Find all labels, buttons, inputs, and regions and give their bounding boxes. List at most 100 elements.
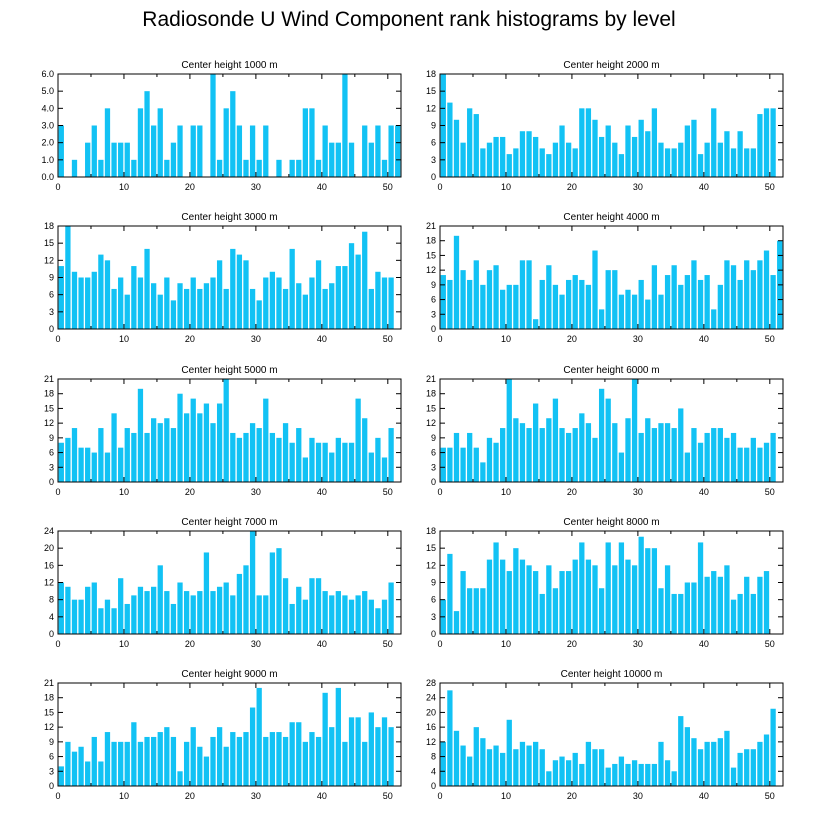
y-tick-label: 3 (49, 462, 54, 472)
histogram-bar (678, 593, 684, 634)
histogram-bar (612, 763, 618, 786)
histogram-bar (85, 586, 91, 634)
histogram-panel-5: Center height 5000 m 0 10 20 30 40 50 0 3 6 9 12 15 1… (44, 365, 402, 497)
histogram-bar (605, 767, 611, 786)
histogram-bar (585, 284, 592, 329)
histogram-bar (210, 74, 216, 177)
x-tick-label: 0 (437, 182, 442, 192)
histogram-bar (216, 159, 223, 177)
histogram-bar (210, 591, 216, 634)
y-tick-label: 12 (426, 103, 436, 113)
y-tick-label: 6 (431, 138, 436, 148)
histogram-bar (730, 599, 737, 634)
histogram-bar (58, 125, 64, 177)
y-tick-label: 9 (431, 121, 436, 131)
histogram-bar (480, 588, 486, 634)
y-tick-label: 21 (426, 221, 436, 231)
x-tick-label: 20 (567, 487, 577, 497)
histogram-bar (348, 442, 355, 482)
histogram-bar (91, 125, 97, 177)
y-tick-label: 3 (49, 766, 54, 776)
x-tick-label: 20 (185, 639, 195, 649)
histogram-bar (309, 732, 315, 786)
histogram-bar (151, 586, 157, 634)
plot-frame (57, 378, 402, 483)
histogram-bar (236, 437, 243, 482)
histogram-bar (190, 595, 196, 635)
histogram-bar (190, 398, 196, 482)
histogram-bar (473, 727, 479, 786)
histogram-bar (78, 599, 84, 634)
histogram-bar (506, 154, 512, 177)
histogram-bar (447, 102, 453, 177)
histogram-bar (539, 279, 545, 329)
histogram-bar (263, 398, 269, 482)
histogram-bar (638, 119, 644, 177)
histogram-bar (440, 275, 446, 329)
histogram-bar (249, 707, 256, 786)
histogram-bar (757, 447, 763, 482)
histogram-bar (618, 154, 625, 177)
histogram-bar (585, 108, 592, 177)
histogram-bar (500, 559, 506, 634)
histogram-bar (269, 732, 276, 786)
histogram-bar (711, 428, 717, 482)
histogram-bar (263, 277, 269, 329)
histogram-bar (697, 279, 704, 329)
histogram-bar (177, 283, 183, 329)
histogram-bar (98, 761, 104, 786)
x-tick-label: 40 (317, 639, 327, 649)
histogram-bar (216, 403, 223, 482)
y-tick-label: 18 (44, 221, 54, 231)
histogram-bar (355, 398, 361, 482)
histogram-bar (513, 418, 519, 482)
histogram-bar (223, 582, 229, 634)
histogram-bar (770, 108, 776, 177)
x-tick-label: 20 (185, 791, 195, 801)
histogram-bar (592, 119, 598, 177)
histogram-bar (236, 254, 243, 329)
histogram-bar (638, 763, 644, 786)
histogram-bar (730, 767, 737, 786)
x-tick-label: 0 (55, 639, 60, 649)
histogram-bar (572, 148, 578, 177)
y-tick-label: 12 (44, 722, 54, 732)
histogram-bar (329, 452, 335, 482)
y-tick-label: 12 (44, 255, 54, 265)
histogram-bar (197, 746, 203, 786)
histogram-bar (71, 599, 78, 634)
histogram-bar (85, 447, 91, 482)
histogram-bar (315, 159, 322, 177)
plot-frame (439, 378, 784, 483)
histogram-bar (750, 270, 756, 329)
histogram-bar (757, 741, 763, 786)
y-tick-label: 24 (44, 526, 54, 536)
histogram-bar (362, 125, 368, 177)
x-tick-label: 30 (633, 182, 643, 192)
histogram-bar (684, 582, 690, 634)
histogram-bar (170, 142, 177, 177)
histogram-bar (216, 260, 223, 329)
histogram-bar (526, 745, 532, 786)
histogram-bar (598, 309, 605, 329)
histogram-bar (329, 142, 335, 177)
histogram-bar (177, 771, 183, 786)
histogram-bar (467, 432, 473, 482)
histogram-bar (243, 432, 249, 482)
histogram-bar (302, 741, 308, 786)
histogram-bar (763, 571, 770, 634)
histogram-bar (104, 108, 111, 177)
histogram-bar (453, 235, 460, 329)
x-tick-label: 0 (437, 334, 442, 344)
histogram-bar (763, 250, 770, 329)
histogram-bar (447, 690, 453, 786)
x-tick-label: 30 (633, 334, 643, 344)
histogram-bar (737, 593, 743, 634)
histogram-bar (651, 265, 658, 329)
y-tick-label: 9 (49, 737, 54, 747)
x-tick-label: 10 (119, 791, 129, 801)
histogram-bar (717, 284, 723, 329)
histogram-bar (592, 565, 598, 634)
histogram-bar (276, 732, 282, 786)
histogram-bar (144, 248, 150, 329)
